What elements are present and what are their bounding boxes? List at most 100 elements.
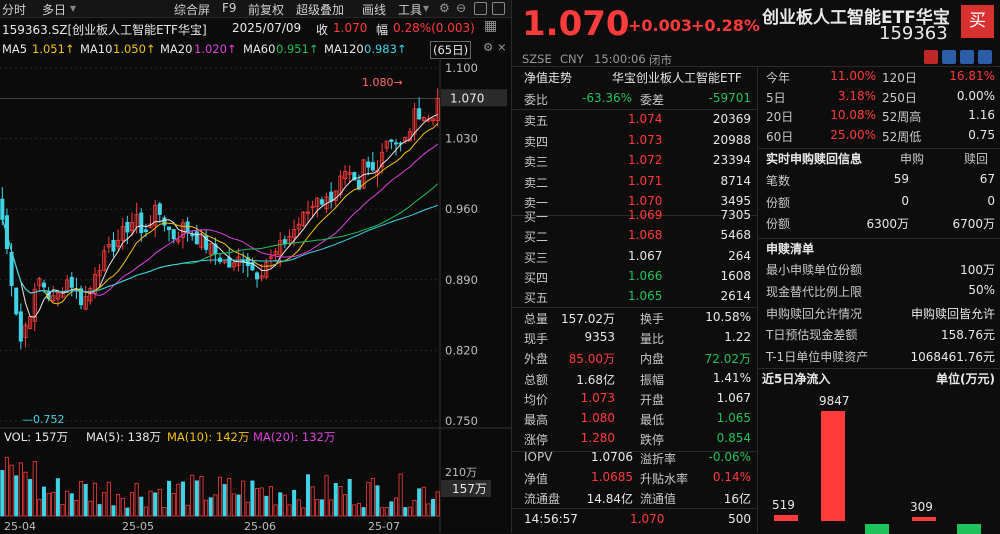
candle — [305, 211, 311, 214]
bid-price[interactable]: 1.065 — [628, 289, 663, 304]
volume-bar — [171, 493, 176, 517]
volume-bar — [185, 504, 190, 517]
vol-ma10: MA(10): 142万 — [167, 430, 249, 444]
stat-value: 1.22 — [724, 330, 751, 345]
orderbook-column: 净值走势 华宝创业板人工智能ETF 委比 -63.36% 委差 -59701 卖五 1.074… — [512, 66, 757, 533]
volume-bar — [347, 479, 352, 517]
volume-bar — [60, 503, 65, 517]
stat-label: 现手 — [524, 332, 549, 347]
ask-price[interactable]: 1.071 — [628, 173, 663, 188]
bell-icon[interactable] — [924, 50, 938, 64]
candlestick-chart[interactable]: 1.100 1.030 0.960 0.890 0.820 0.750 1.070 1.080… — [0, 58, 511, 533]
link-icon[interactable] — [960, 50, 974, 64]
tab-multiday[interactable]: 多日 — [42, 3, 67, 17]
volume-bar — [333, 483, 338, 517]
volume-bar — [23, 471, 28, 517]
ma20-value: 1.020↑ — [194, 42, 237, 56]
fullscreen-icon[interactable] — [492, 2, 505, 15]
netflow-bar — [774, 515, 798, 521]
volume-bar — [55, 478, 60, 517]
stat-label: 均价 — [524, 392, 549, 407]
volume-bar — [255, 488, 260, 517]
edit-icon[interactable] — [942, 50, 956, 64]
volume-bar — [148, 490, 153, 517]
volume-bar — [157, 488, 162, 517]
tab-adjust[interactable]: 前复权 — [248, 3, 285, 17]
settings-icon[interactable]: ⚙ — [439, 1, 450, 15]
bid-volume: 2614 — [720, 289, 751, 304]
redeem-col2: 赎回 — [964, 152, 989, 166]
tab-composite[interactable]: 综合屏 — [174, 3, 211, 17]
tab-intraday[interactable]: 分时 — [2, 3, 27, 17]
redeem-list-label: 申购赎回允许情况 — [766, 306, 863, 321]
volume-bar — [319, 499, 324, 517]
stat-value: 9353 — [584, 330, 615, 345]
high-marker: 1.080→ — [362, 76, 403, 89]
change-label: 幅 — [376, 23, 389, 37]
bid-price[interactable]: 1.068 — [628, 228, 663, 243]
more-icon[interactable] — [978, 50, 992, 64]
bid-price[interactable]: 1.066 — [628, 268, 663, 283]
tab-overlay[interactable]: 超级叠加 — [296, 3, 345, 17]
chart-menu-icon[interactable]: ▦ — [484, 18, 498, 34]
ask-price[interactable]: 1.074 — [628, 112, 663, 126]
close-icon[interactable]: × — [497, 40, 507, 54]
redeem-row-sell: 67 — [979, 172, 995, 186]
bid-price[interactable]: 1.069 — [628, 208, 663, 222]
candle — [4, 215, 9, 250]
candle — [255, 272, 260, 280]
tab-tools[interactable]: 工具 — [398, 3, 423, 17]
stat-label: 量比 — [640, 332, 665, 347]
candle — [79, 288, 84, 306]
dropdown-arrow-icon[interactable]: ▾ — [70, 1, 77, 15]
stat-label: 外盘 — [524, 352, 549, 367]
x-axis-label: 25-04 — [4, 520, 36, 533]
redeem-col1: 申购 — [900, 152, 925, 166]
tab-f9[interactable]: F9 — [222, 1, 237, 15]
volume-bar — [125, 507, 130, 517]
volume-bar — [18, 462, 23, 517]
redeem-list-label: 最小申赎单位份额 — [766, 263, 863, 277]
volume-bar — [41, 486, 47, 517]
ma120-label: MA120 — [324, 42, 364, 56]
period-selector[interactable]: (65日) — [430, 41, 472, 59]
ratio-label: 委比 — [524, 93, 549, 107]
minus-icon[interactable]: ⊖ — [456, 1, 467, 15]
window-icon[interactable] — [474, 2, 487, 15]
ask-price[interactable]: 1.072 — [628, 153, 663, 167]
candle — [167, 226, 172, 231]
exchange: SZSE — [522, 52, 552, 66]
bid-price[interactable]: 1.067 — [628, 248, 663, 263]
iopv-label: IOPV — [524, 450, 553, 464]
netflow-label: 9847 — [819, 394, 850, 408]
volume-bar — [329, 499, 334, 517]
candle — [370, 162, 375, 171]
candle — [366, 161, 371, 168]
volume-bar — [370, 478, 375, 517]
candle — [69, 276, 74, 288]
candle — [9, 252, 14, 287]
ma5-value: 1.051↑ — [32, 42, 75, 56]
ask-price[interactable]: 1.073 — [628, 132, 663, 147]
tab-draw[interactable]: 画线 — [362, 3, 387, 17]
tools-arrow-icon[interactable]: ▾ — [423, 1, 430, 15]
ma10-label: MA10 — [80, 42, 113, 56]
candle — [208, 243, 213, 255]
perf-value: 10.08% — [830, 108, 876, 123]
volume-bar — [92, 482, 97, 517]
stat-value: 1.080 — [580, 411, 615, 425]
stat-label: 涨停 — [524, 433, 549, 448]
candle — [0, 198, 5, 220]
ma-line — [1, 204, 438, 294]
candle — [329, 191, 334, 202]
symbol-title: 159363.SZ[创业板人工智能ETF华宝] — [2, 23, 207, 37]
volume-bar — [315, 499, 320, 517]
volume-bar — [9, 464, 14, 517]
perf-label: 52周低 — [882, 130, 922, 145]
ask-price[interactable]: 1.070 — [628, 194, 663, 208]
volume-bar — [213, 494, 218, 517]
buy-button[interactable]: 买 — [961, 5, 994, 38]
gear-icon[interactable]: ⚙ — [483, 40, 494, 54]
volume-bar — [116, 494, 121, 517]
chart-toolbar: 分时 多日 ▾ 综合屏 F9 前复权 超级叠加 画线 工具 ▾ ⚙ ⊖ — [0, 0, 511, 18]
